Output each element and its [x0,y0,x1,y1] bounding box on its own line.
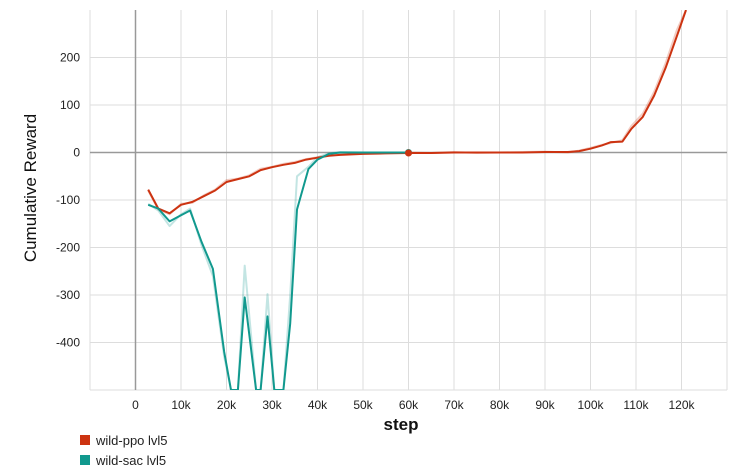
series-line-0 [147,10,687,215]
x-tick-label: 50k [353,398,373,412]
y-tick-label: -200 [56,241,80,255]
x-axis-label: step [384,415,419,434]
x-tick-label: 100k [577,398,604,412]
x-tick-label: 60k [399,398,419,412]
series-raw-line-1 [147,151,409,390]
series-lines [147,10,687,390]
legend-label-ppo: wild-ppo lvl5 [96,432,168,448]
series-line-1 [147,151,409,390]
x-tick-label: 90k [535,398,555,412]
x-tick-label: 10k [171,398,191,412]
y-axis-label: Cumulative Reward [21,114,40,262]
x-tick-label: 120k [668,398,695,412]
gridlines [89,10,728,391]
legend-item-sac[interactable]: wild-sac lvl5 [80,450,168,470]
x-tick-label: 40k [308,398,328,412]
x-tick-label: 80k [490,398,510,412]
sac-swatch-icon [80,455,90,465]
hover-point[interactable] [405,149,412,157]
x-tick-label: 0 [132,398,139,412]
tick-labels: 0 10k 20k 30k 40k 50k 60k 70k 80k 90k 100k 110k 120k… [56,51,696,413]
x-tick-label: 70k [444,398,464,412]
y-tick-label: 0 [73,146,80,160]
y-tick-label: 100 [60,98,80,112]
legend: wild-ppo lvl5 wild-sac lvl5 [80,430,168,470]
series-raw-line-0 [147,10,687,216]
x-tick-label: 30k [262,398,282,412]
legend-label-sac: wild-sac lvl5 [96,452,167,468]
y-tick-label: -100 [56,193,80,207]
ppo-swatch-icon [80,435,90,445]
y-tick-label: -300 [56,288,80,302]
x-tick-label: 20k [217,398,237,412]
x-tick-label: 110k [623,398,649,412]
legend-item-ppo[interactable]: wild-ppo lvl5 [80,430,168,450]
y-tick-label: 200 [60,51,80,65]
y-tick-label: -400 [56,336,80,350]
